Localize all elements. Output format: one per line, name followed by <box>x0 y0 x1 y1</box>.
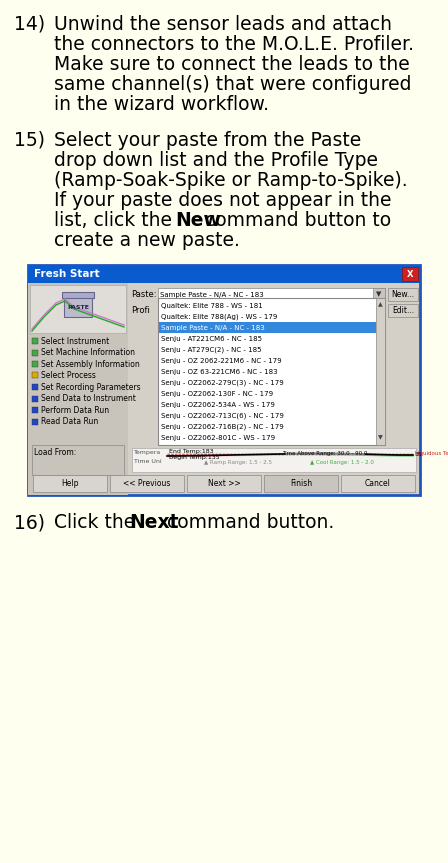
Text: Set Assembly Information: Set Assembly Information <box>41 360 140 369</box>
Bar <box>158 304 385 317</box>
Text: 14): 14) <box>14 15 45 34</box>
Text: command button to: command button to <box>198 211 391 230</box>
Text: Senju - OZ2062-713C(6) - NC - 179: Senju - OZ2062-713C(6) - NC - 179 <box>161 413 284 419</box>
Bar <box>402 267 418 281</box>
Bar <box>158 298 385 445</box>
Text: Time Uni: Time Uni <box>134 459 162 464</box>
Text: Senju - AT221CM6 - NC - 185: Senju - AT221CM6 - NC - 185 <box>161 336 262 342</box>
Bar <box>132 448 416 472</box>
Bar <box>28 265 420 495</box>
Text: Time Above Range: 30.0 - 90.0: Time Above Range: 30.0 - 90.0 <box>282 451 367 457</box>
Text: 35: 35 <box>415 452 423 457</box>
Text: Load From:: Load From: <box>34 448 76 457</box>
Text: command button.: command button. <box>161 513 335 532</box>
Bar <box>62 292 94 298</box>
Text: Send Data to Instrument: Send Data to Instrument <box>41 394 136 403</box>
Text: Set Recording Parameters: Set Recording Parameters <box>41 382 141 392</box>
Text: If your paste does not appear in the: If your paste does not appear in the <box>54 191 392 210</box>
Text: Tempera: Tempera <box>134 450 161 455</box>
Bar <box>373 304 385 317</box>
Text: ▲ Ramp Range: 1.5 - 2.5: ▲ Ramp Range: 1.5 - 2.5 <box>204 460 272 465</box>
Bar <box>32 338 38 344</box>
Text: 15): 15) <box>14 131 45 150</box>
Text: Senju - OZ2062-130F - NC - 179: Senju - OZ2062-130F - NC - 179 <box>161 390 273 396</box>
Text: Senju - AT279C(2) - NC - 185: Senju - AT279C(2) - NC - 185 <box>161 346 262 353</box>
Text: Select Process: Select Process <box>41 371 96 380</box>
Bar <box>32 445 124 475</box>
Bar <box>32 361 38 367</box>
Text: Sample Paste - N/A - NC - 183: Sample Paste - N/A - NC - 183 <box>161 324 265 331</box>
Text: Set Machine Information: Set Machine Information <box>41 348 135 357</box>
Text: PASTE: PASTE <box>67 305 89 310</box>
Text: the connectors to the M.O.L.E. Profiler.: the connectors to the M.O.L.E. Profiler. <box>54 35 414 54</box>
Text: New: New <box>175 211 221 230</box>
Bar <box>285 453 364 454</box>
Bar <box>32 419 38 425</box>
Text: Select Instrument: Select Instrument <box>41 337 109 345</box>
Text: 16): 16) <box>14 513 45 532</box>
Bar <box>158 288 385 301</box>
Bar <box>376 298 385 445</box>
Text: Liquidous Temp: 183: Liquidous Temp: 183 <box>415 451 448 457</box>
Text: in the wizard workflow.: in the wizard workflow. <box>54 95 269 114</box>
Text: Help: Help <box>61 479 79 488</box>
Text: Next >>: Next >> <box>207 479 241 488</box>
Text: ▼: ▼ <box>376 307 382 313</box>
Text: Sample Paste - N/A - NC - 183: Sample Paste - N/A - NC - 183 <box>160 292 264 298</box>
Text: Qualtek: Elite 788(Ag) - WS - 179: Qualtek: Elite 788(Ag) - WS - 179 <box>161 313 277 320</box>
Bar <box>187 475 261 492</box>
Bar <box>32 407 38 413</box>
Text: Perform Data Run: Perform Data Run <box>41 406 109 414</box>
Text: X: X <box>407 269 413 279</box>
Text: Qualtek: Elite 788 - WS - 181: Qualtek: Elite 788 - WS - 181 <box>161 303 263 308</box>
Bar <box>32 373 38 379</box>
Text: ▲ Cool Range: 1.5 - 2.0: ▲ Cool Range: 1.5 - 2.0 <box>310 460 374 465</box>
Text: Senju - OZ 2062-221M6 - NC - 179: Senju - OZ 2062-221M6 - NC - 179 <box>161 357 282 363</box>
Text: Select your paste from the Paste: Select your paste from the Paste <box>54 131 361 150</box>
Text: << Previous: << Previous <box>123 479 171 488</box>
Bar <box>32 384 38 390</box>
Text: End Temp:183: End Temp:183 <box>169 449 214 454</box>
Text: Senju - OZ 63-221CM6 - NC - 183: Senju - OZ 63-221CM6 - NC - 183 <box>161 369 278 375</box>
Text: (Ramp-Soak-Spike or Ramp-to-Spike).: (Ramp-Soak-Spike or Ramp-to-Spike). <box>54 171 408 190</box>
Bar <box>64 295 92 317</box>
Text: Make sure to connect the leads to the: Make sure to connect the leads to the <box>54 55 410 74</box>
Bar <box>30 285 126 333</box>
Text: Fresh Start: Fresh Start <box>34 269 99 279</box>
Bar <box>33 475 107 492</box>
Text: Edit...: Edit... <box>392 306 414 315</box>
Text: New...: New... <box>392 290 414 299</box>
Text: Begin Temp:135: Begin Temp:135 <box>169 455 220 460</box>
Bar <box>32 350 38 356</box>
Bar <box>159 322 376 333</box>
Bar <box>28 265 420 283</box>
Bar <box>110 475 184 492</box>
Bar <box>341 475 415 492</box>
Bar <box>388 304 418 317</box>
Text: Senju - OZ2062-279C(3) - NC - 179: Senju - OZ2062-279C(3) - NC - 179 <box>161 379 284 386</box>
Text: Profi: Profi <box>131 306 150 314</box>
Text: list, click the: list, click the <box>54 211 178 230</box>
Text: drop down list and the Profile Type: drop down list and the Profile Type <box>54 151 378 170</box>
Text: Click the: Click the <box>54 513 141 532</box>
Text: ▼: ▼ <box>376 292 382 298</box>
Text: Senju - OZ2062-534A - WS - 179: Senju - OZ2062-534A - WS - 179 <box>161 401 275 407</box>
Text: Cancel: Cancel <box>365 479 391 488</box>
Text: ▲: ▲ <box>378 303 383 307</box>
Bar <box>264 475 338 492</box>
Bar <box>373 288 385 301</box>
Text: create a new paste.: create a new paste. <box>54 231 240 250</box>
Text: Senju - OZ2062-716B(2) - NC - 179: Senju - OZ2062-716B(2) - NC - 179 <box>161 423 284 430</box>
Bar <box>28 283 128 495</box>
Text: Senju - OZ2062-801C - WS - 179: Senju - OZ2062-801C - WS - 179 <box>161 434 275 440</box>
Bar <box>388 288 418 301</box>
Text: Finish: Finish <box>290 479 312 488</box>
Text: Unwind the sensor leads and attach: Unwind the sensor leads and attach <box>54 15 392 34</box>
Text: same channel(s) that were configured: same channel(s) that were configured <box>54 75 412 94</box>
Text: Read Data Run: Read Data Run <box>41 417 98 426</box>
Text: Paste:: Paste: <box>131 289 156 299</box>
Text: ▼: ▼ <box>378 436 383 440</box>
Text: Next: Next <box>129 513 179 532</box>
Bar <box>32 395 38 401</box>
